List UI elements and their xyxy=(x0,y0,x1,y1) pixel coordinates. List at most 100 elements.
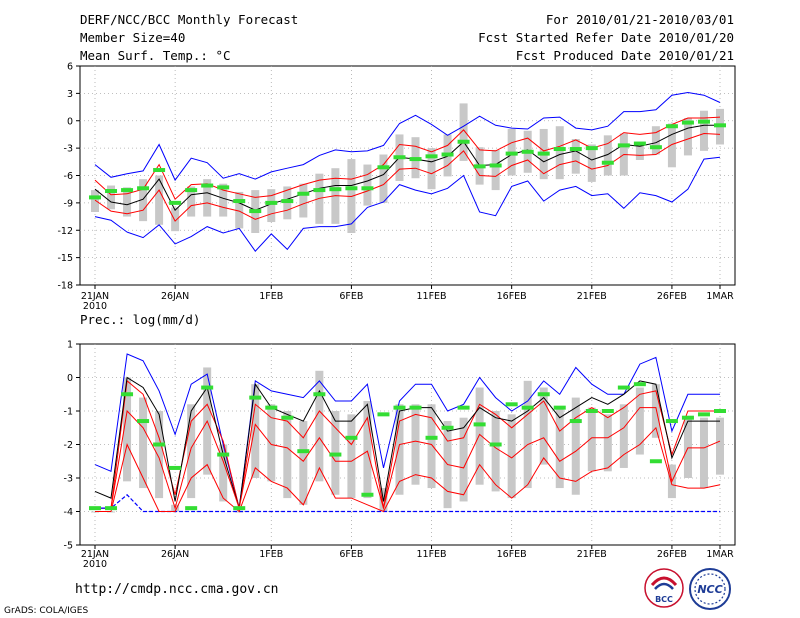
temp-series-mean xyxy=(94,124,720,212)
prec-observed-marker xyxy=(489,442,502,447)
prec-series-mean-minus xyxy=(95,407,721,511)
prec-x-tick-label: 11FEB xyxy=(416,549,446,560)
prec-observed-marker xyxy=(281,415,294,420)
temp-observed-marker xyxy=(425,154,438,159)
temp-ensemble-box xyxy=(491,149,500,191)
temp-observed-marker xyxy=(521,149,534,154)
prec-ensemble-box xyxy=(459,417,468,502)
prec-ensemble-box xyxy=(411,404,420,485)
temp-ensemble-box xyxy=(267,189,276,223)
temp-x-tick-label: 1FEB xyxy=(259,291,283,302)
temp-observed-marker xyxy=(297,191,310,196)
temp-observed-marker xyxy=(89,195,101,200)
temp-ensemble-box xyxy=(667,123,676,168)
temp-observed-marker xyxy=(361,186,374,191)
prec-observed-marker xyxy=(714,409,726,413)
temp-observed-marker xyxy=(137,186,150,191)
refer-date: Fcst Started Refer Date 2010/01/20 xyxy=(478,30,734,45)
prec-observed-marker xyxy=(185,506,198,511)
prec-observed-marker xyxy=(345,435,358,440)
temp-observed-marker xyxy=(377,165,390,170)
footer-url[interactable]: http://cmdp.ncc.cma.gov.cn xyxy=(75,582,279,597)
prec-observed-marker xyxy=(585,409,598,413)
temp-x-tick-label: 16FEB xyxy=(497,291,527,302)
prec-observed-marker xyxy=(297,449,310,454)
prec-observed-marker xyxy=(617,385,630,390)
temp-observed-marker xyxy=(617,143,630,148)
prec-ensemble-box xyxy=(699,417,708,489)
temp-observed-marker xyxy=(441,152,454,157)
prec-observed-marker xyxy=(441,425,454,430)
temp-observed-marker xyxy=(313,188,326,193)
prec-y-tick-label: -4 xyxy=(64,507,73,518)
prec-ensemble-box xyxy=(716,417,724,475)
temp-ensemble-box xyxy=(203,179,212,217)
prec-observed-marker xyxy=(601,409,614,413)
prec-y-tick-label: -1 xyxy=(64,407,73,418)
temp-observed-marker xyxy=(249,209,262,214)
prec-ensemble-box xyxy=(555,407,564,489)
temp-observed-marker xyxy=(201,183,214,188)
prec-observed-marker xyxy=(329,452,342,457)
prec-x-tick-label: 26JAN xyxy=(161,549,189,560)
prec-y-tick-label: -3 xyxy=(64,474,73,485)
temp-ensemble-box xyxy=(155,175,164,225)
temp-observed-marker xyxy=(697,119,710,124)
temp-observed-marker xyxy=(409,157,422,162)
temp-ensemble-box xyxy=(91,190,99,212)
temp-x-tick-label: 26JAN xyxy=(161,291,189,302)
prec-observed-marker xyxy=(649,459,662,464)
prec-observed-marker xyxy=(313,392,326,397)
prec-ensemble-box xyxy=(139,397,148,489)
prec-ensemble-box xyxy=(187,404,196,499)
prec-ensemble-box xyxy=(427,404,436,489)
bcc-logo-text: BCC xyxy=(655,595,673,604)
prec-ensemble-box xyxy=(155,411,164,499)
prec-ensemble-box xyxy=(347,414,356,499)
prec-ensemble-box xyxy=(123,377,132,482)
prec-observed-marker xyxy=(665,419,678,424)
prec-ensemble-box xyxy=(651,384,660,438)
temp-observed-marker xyxy=(473,164,486,169)
prec-ensemble-box xyxy=(507,414,516,499)
temp-ensemble-box xyxy=(187,186,196,217)
prec-ensemble-box xyxy=(619,404,628,468)
temp-series-mean-minus xyxy=(94,132,721,222)
temp-observed-marker xyxy=(505,151,518,156)
prec-observed-marker xyxy=(265,405,278,410)
prec-observed-marker xyxy=(409,405,422,410)
prec-series-min xyxy=(95,493,720,513)
temp-y-tick-label: -9 xyxy=(64,198,73,209)
member-size: Member Size=40 xyxy=(80,30,186,45)
temp-observed-marker xyxy=(537,151,550,156)
temp-ensemble-box xyxy=(555,126,564,180)
grads-credit: GrADS: COLA/IGES xyxy=(4,606,89,616)
temp-observed-marker xyxy=(185,188,198,193)
prec-x-tick-label: 16FEB xyxy=(497,549,527,560)
prec-ensemble-box xyxy=(603,414,612,472)
temp-ensemble-box xyxy=(427,148,436,190)
temp-ensemble-box xyxy=(651,126,660,155)
temp-y-tick-label: -15 xyxy=(57,253,73,264)
temp-observed-marker xyxy=(681,120,694,125)
prec-ensemble-box xyxy=(363,400,372,499)
temp-observed-marker xyxy=(153,168,166,173)
prec-observed-marker xyxy=(217,452,230,457)
prec-ensemble-box xyxy=(571,397,580,495)
prec-ensemble-box xyxy=(315,370,324,482)
temp-x-tick-label: 21JAN xyxy=(81,291,109,302)
prec-observed-marker xyxy=(505,402,518,407)
temp-observed-marker xyxy=(281,199,294,204)
temperature-panel-title: Mean Surf. Temp.: °C xyxy=(80,48,231,63)
prec-x-tick-label: 1FEB xyxy=(259,549,283,560)
prec-ensemble-box xyxy=(539,387,548,465)
temp-x-tick-label: 21FEB xyxy=(577,291,607,302)
temp-y-tick-label: -3 xyxy=(64,144,73,155)
temp-observed-marker xyxy=(601,160,614,165)
temp-y-tick-label: 3 xyxy=(67,89,73,100)
prec-series-low-red xyxy=(95,426,721,513)
temp-y-tick-label: -18 xyxy=(57,281,73,292)
prec-ensemble-box xyxy=(491,411,500,492)
prec-observed-marker xyxy=(633,382,646,387)
temp-series-mean-plus xyxy=(94,116,721,201)
